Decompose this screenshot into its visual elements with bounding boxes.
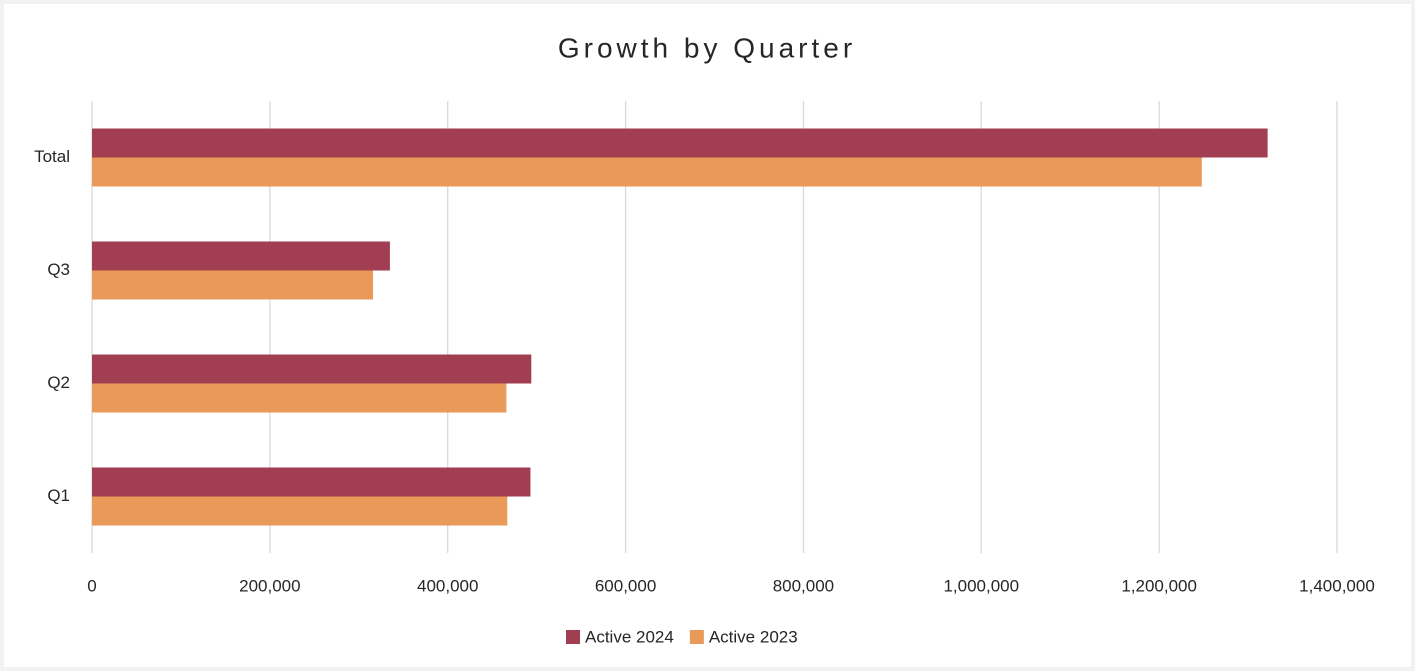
x-tick-label: 400,000 [417,576,478,595]
bar [92,496,508,526]
chart-title: Growth by Quarter [558,32,856,63]
y-tick-label: Q2 [47,373,70,392]
x-tick-label: 1,400,000 [1299,576,1375,595]
legend-swatch [566,630,580,644]
x-tick-label: 800,000 [773,576,834,595]
x-tick-label: 600,000 [595,576,656,595]
x-tick-label: 0 [87,576,96,595]
bar [92,157,1202,187]
y-tick-label: Q1 [47,486,70,505]
x-tick-label: 1,200,000 [1121,576,1197,595]
x-tick-label: 1,000,000 [943,576,1019,595]
legend-swatch [689,630,704,644]
bar [92,241,390,271]
bar [92,354,532,384]
bar [92,467,531,497]
bar [92,128,1268,158]
chart-area [4,4,1411,667]
y-tick-label: Q3 [47,260,70,279]
x-tick-label: 200,000 [239,576,300,595]
bar [92,270,374,300]
legend-label: Active 2023 [709,627,798,646]
y-tick-label: Total [34,147,70,166]
bar [92,383,507,413]
legend-label: Active 2024 [585,627,674,646]
